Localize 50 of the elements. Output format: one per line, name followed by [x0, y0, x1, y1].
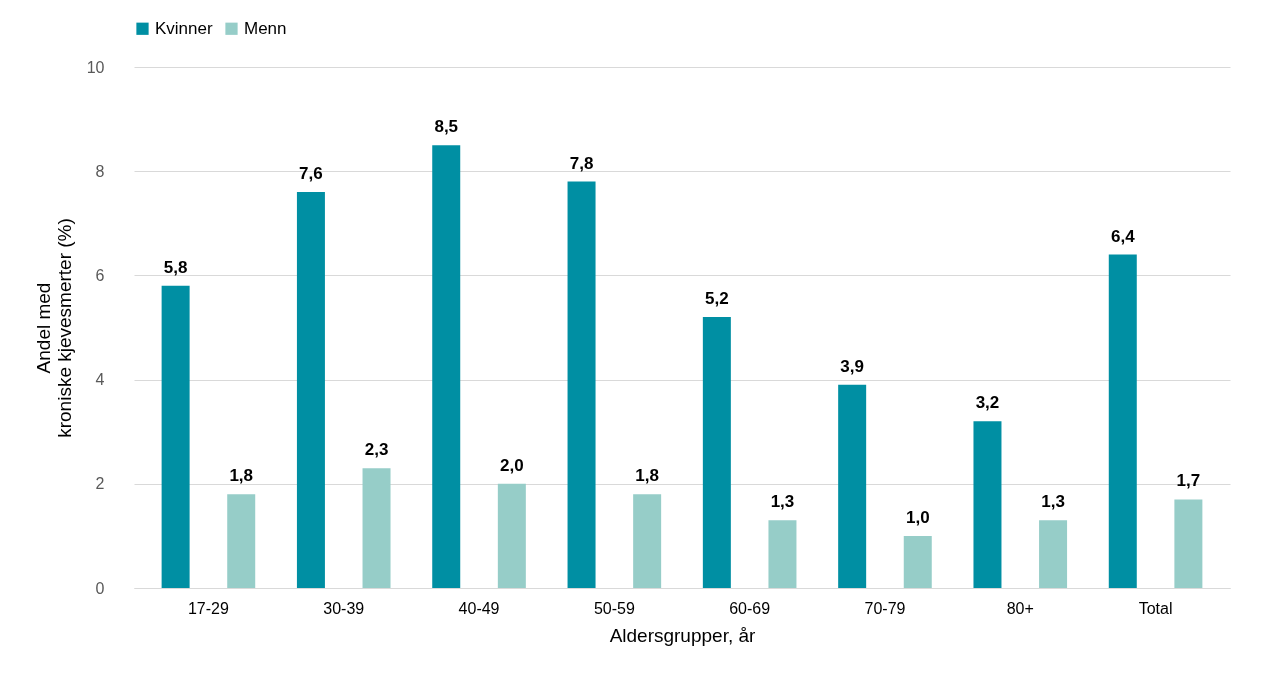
data-label: 1,3: [1041, 492, 1065, 512]
bar: [432, 145, 461, 588]
data-label: 1,8: [635, 466, 659, 486]
data-label: 1,8: [229, 466, 254, 486]
x-tick-label: 80+: [1006, 599, 1034, 617]
x-axis-title: Aldersgrupper, år: [609, 624, 757, 646]
x-tick-label: 17-29: [187, 599, 229, 617]
bar: [768, 520, 797, 588]
x-tick-label: Total: [1138, 599, 1173, 617]
legend-label: Menn: [244, 18, 287, 38]
data-label: 1,0: [905, 507, 930, 527]
bar: [161, 285, 190, 588]
x-tick-label: 60-69: [729, 599, 771, 617]
bar: [497, 483, 526, 588]
bar: [838, 384, 867, 588]
legend-label: Kvinner: [155, 18, 213, 38]
data-label: 5,2: [705, 289, 729, 309]
y-tick-label: 10: [86, 58, 105, 76]
bar: [1108, 254, 1137, 588]
bar: [567, 181, 596, 588]
bar: [227, 494, 256, 588]
data-label: 2,3: [364, 440, 389, 460]
bar: [973, 421, 1002, 588]
y-axis-title: Andel med kroniske kjevesmerter (%): [32, 218, 75, 438]
data-label: 7,6: [299, 164, 323, 184]
x-tick-label: 30-39: [323, 599, 365, 617]
data-label: 6,4: [1110, 226, 1136, 246]
x-tick-label: 70-79: [864, 599, 906, 617]
data-label: 2,0: [500, 455, 524, 475]
x-tick-label: 50-59: [593, 599, 635, 617]
data-label: 1,7: [1176, 471, 1201, 491]
data-label: 1,3: [770, 492, 795, 512]
bar: [702, 317, 731, 588]
y-tick-label: 6: [95, 266, 105, 284]
bar: [633, 494, 662, 588]
data-label: 8,5: [434, 117, 459, 137]
y-tick-label: 4: [95, 371, 105, 389]
bar: [1039, 520, 1068, 588]
bar: [1174, 499, 1203, 588]
data-label: 3,9: [840, 356, 864, 376]
x-tick-label: 40-49: [458, 599, 500, 617]
y-tick-label: 2: [95, 475, 105, 493]
bar: [362, 468, 391, 588]
y-tick-label: 0: [95, 579, 105, 597]
bar: [903, 535, 932, 588]
bar: [296, 192, 325, 588]
data-label: 7,8: [569, 153, 594, 173]
data-label: 5,8: [163, 257, 188, 277]
data-label: 3,2: [975, 393, 1000, 413]
y-tick-label: 8: [95, 162, 105, 180]
